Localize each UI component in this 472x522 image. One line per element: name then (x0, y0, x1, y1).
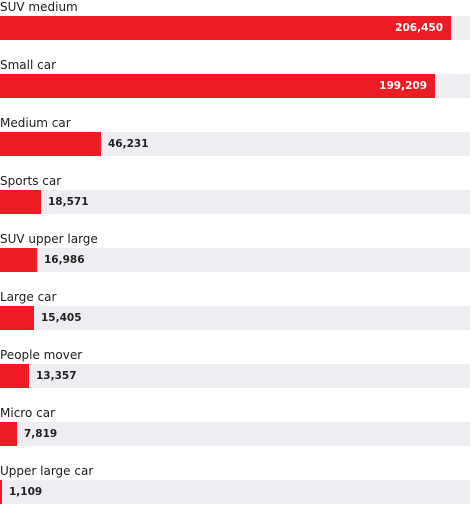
category-label: Micro car (0, 406, 55, 420)
bar (0, 480, 2, 504)
value-label: 206,450 (395, 22, 443, 34)
bar-row: SUV upper large 16,986 (0, 232, 472, 290)
bar-row: SUV medium 206,450 (0, 0, 472, 58)
bar-track: 16,986 (0, 248, 470, 272)
bar-track: 199,209 (0, 74, 470, 98)
bar-track: 206,450 (0, 16, 470, 40)
category-label: Upper large car (0, 464, 94, 478)
value-label: 18,571 (48, 196, 89, 208)
bar-track: 13,357 (0, 364, 470, 388)
category-label: SUV upper large (0, 232, 98, 246)
bar (0, 364, 29, 388)
category-label: Sports car (0, 174, 62, 188)
bar-row: Medium car 46,231 (0, 116, 472, 174)
value-label: 7,819 (24, 428, 58, 440)
bar (0, 422, 17, 446)
value-label: 15,405 (41, 312, 82, 324)
value-label: 1,109 (9, 486, 43, 498)
category-label: Small car (0, 58, 57, 72)
horizontal-bar-chart: SUV medium 206,450 Small car 199,209 Medium … (0, 0, 472, 504)
category-label: SUV medium (0, 0, 78, 14)
category-label: People mover (0, 348, 83, 362)
value-label: 199,209 (379, 80, 427, 92)
bar (0, 248, 37, 272)
bar-row: Large car 15,405 (0, 290, 472, 348)
bar-row: People mover 13,357 (0, 348, 472, 406)
bar-row: Micro car 7,819 (0, 406, 472, 464)
bar (0, 306, 34, 330)
bar-row: Upper large car 1,109 (0, 464, 472, 522)
bar-track: 1,109 (0, 480, 470, 504)
bar (0, 74, 435, 98)
category-label: Medium car (0, 116, 71, 130)
value-label: 16,986 (44, 254, 85, 266)
bar (0, 132, 101, 156)
bar-track: 18,571 (0, 190, 470, 214)
value-label: 13,357 (36, 370, 77, 382)
bar (0, 190, 41, 214)
bar-track: 7,819 (0, 422, 470, 446)
bar-track: 46,231 (0, 132, 470, 156)
bar (0, 16, 451, 40)
value-label: 46,231 (108, 138, 149, 150)
bar-row: Sports car 18,571 (0, 174, 472, 232)
bar-track: 15,405 (0, 306, 470, 330)
bar-row: Small car 199,209 (0, 58, 472, 116)
category-label: Large car (0, 290, 57, 304)
